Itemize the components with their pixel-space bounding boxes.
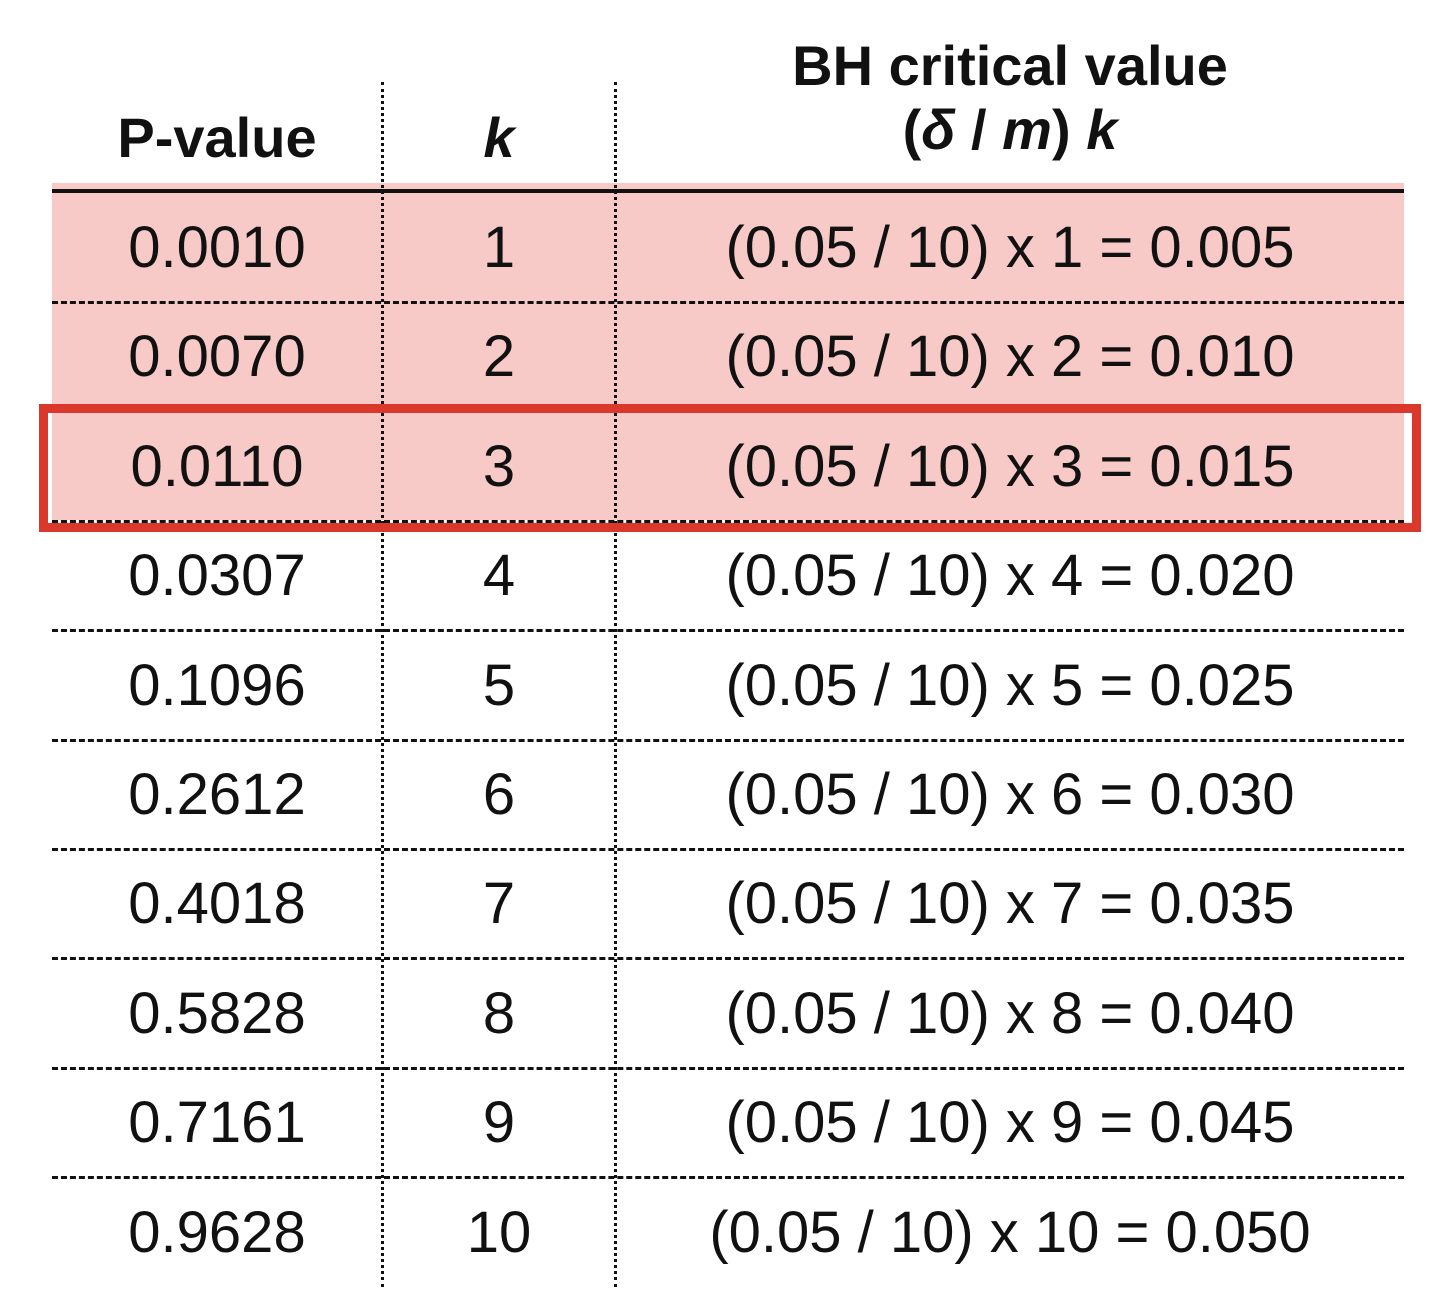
k-cell: 3	[482, 433, 516, 499]
row-divider	[52, 1066, 1404, 1070]
column-divider	[614, 82, 617, 1287]
k-cell: 5	[482, 652, 516, 718]
table-row: 0.7161 9 (0.05 / 10) x 9 = 0.045	[52, 1068, 1404, 1180]
k-cell: 7	[482, 871, 516, 937]
table-row: 0.0110 3 (0.05 / 10) x 3 = 0.015	[52, 412, 1404, 523]
table-row: 0.4018 7 (0.05 / 10) x 7 = 0.035	[52, 849, 1404, 961]
table-row: 0.0010 1 (0.05 / 10) x 1 = 0.005	[52, 193, 1404, 304]
largest-significant-row-highlight	[39, 404, 1421, 532]
k-cell: 9	[482, 1090, 516, 1156]
pvalue-cell: 0.7161	[128, 1090, 306, 1156]
row-divider	[52, 1176, 1404, 1180]
bh-critical-value-cell: (0.05 / 10) x 9 = 0.045	[725, 1090, 1295, 1156]
bh-critical-value-cell: (0.05 / 10) x 3 = 0.015	[725, 433, 1295, 499]
k-cell: 8	[482, 980, 516, 1046]
k-cell: 1	[482, 215, 516, 280]
k-symbol: k	[1086, 98, 1118, 161]
k-cell: 4	[482, 543, 516, 609]
m-symbol: m	[1002, 98, 1052, 161]
column-divider	[381, 82, 384, 1287]
header-rule	[52, 189, 1404, 193]
table-row: 0.5828 8 (0.05 / 10) x 8 = 0.040	[52, 959, 1404, 1070]
pvalue-cell: 0.5828	[128, 980, 306, 1046]
bh-critical-value-cell: (0.05 / 10) x 7 = 0.035	[725, 871, 1295, 937]
table-row: 0.0070 2 (0.05 / 10) x 2 = 0.010	[52, 302, 1404, 414]
delta-symbol: δ	[921, 98, 956, 161]
k-cell: 2	[482, 324, 516, 390]
k-cell: 10	[466, 1199, 532, 1265]
header-bh-critical-value: BH critical value (δ / m) k	[616, 34, 1404, 162]
pvalue-cell: 0.0010	[128, 215, 306, 280]
table-row: 0.9628 10 (0.05 / 10) x 10 = 0.050	[52, 1178, 1404, 1287]
pvalue-cell: 0.1096	[128, 652, 306, 718]
pvalue-cell: 0.0070	[128, 324, 306, 390]
significant-rows-shading	[52, 183, 1404, 520]
bh-critical-value-cell: (0.05 / 10) x 2 = 0.010	[725, 324, 1295, 390]
row-divider	[52, 301, 1404, 304]
row-divider	[52, 738, 1404, 742]
bh-critical-value-cell: (0.05 / 10) x 8 = 0.040	[725, 980, 1295, 1046]
pvalue-cell: 0.0110	[130, 433, 304, 499]
table-row: 0.1096 5 (0.05 / 10) x 5 = 0.025	[52, 631, 1404, 742]
pvalue-cell: 0.4018	[128, 871, 306, 937]
header-k: k	[483, 106, 515, 169]
header-bh-line1: BH critical value	[792, 34, 1228, 97]
table-row: 0.0307 4 (0.05 / 10) x 4 = 0.020	[52, 521, 1404, 633]
table-row: 0.2612 6 (0.05 / 10) x 6 = 0.030	[52, 740, 1404, 851]
k-cell: 6	[482, 762, 516, 827]
header-pvalue: P-value	[117, 106, 317, 169]
pvalue-cell: 0.2612	[128, 762, 306, 827]
row-divider	[52, 629, 1404, 633]
bh-critical-value-cell: (0.05 / 10) x 6 = 0.030	[725, 762, 1295, 827]
row-divider	[52, 848, 1404, 851]
row-divider	[52, 519, 1404, 523]
bh-critical-value-cell: (0.05 / 10) x 5 = 0.025	[725, 652, 1295, 718]
row-divider	[52, 957, 1404, 961]
bh-critical-value-cell: (0.05 / 10) x 1 = 0.005	[725, 215, 1295, 280]
bh-critical-value-cell: (0.05 / 10) x 4 = 0.020	[725, 543, 1295, 609]
header-bh-formula: (δ / m) k	[902, 98, 1118, 161]
pvalue-cell: 0.9628	[128, 1199, 306, 1265]
bh-critical-value-cell: (0.05 / 10) x 10 = 0.050	[709, 1199, 1311, 1265]
pvalue-cell: 0.0307	[128, 543, 306, 609]
